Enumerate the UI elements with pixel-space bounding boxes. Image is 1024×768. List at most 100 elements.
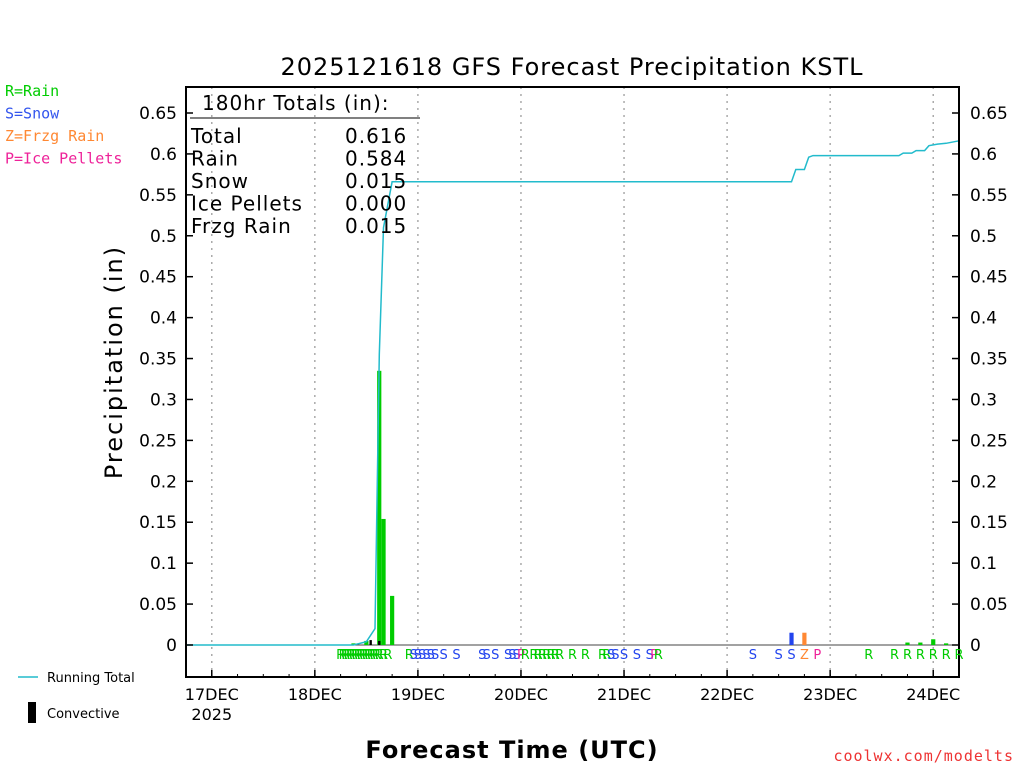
y-tick-label-right: 0.35 bbox=[970, 350, 1008, 370]
precip-type-letter: R bbox=[555, 648, 564, 663]
x-tick-label: 17DEC bbox=[185, 685, 239, 704]
precip-bar-rain bbox=[377, 370, 382, 645]
precip-type-letter: S bbox=[427, 648, 435, 663]
precip-bar-rain bbox=[381, 518, 386, 645]
y-tick-label-left: 0.25 bbox=[139, 431, 177, 451]
y-tick-label-right: 0.6 bbox=[970, 145, 997, 165]
y-tick-label-right: 0 bbox=[970, 636, 981, 656]
x-tick-label: 23DEC bbox=[803, 685, 857, 704]
running-total-line bbox=[186, 140, 960, 646]
precip-type-letter: R bbox=[529, 648, 538, 663]
x-tick-label: 22DEC bbox=[700, 685, 754, 704]
precip-type-letter: R bbox=[359, 648, 368, 663]
precip-type-letter: R bbox=[370, 648, 379, 663]
totals-row-value: 0.015 bbox=[345, 169, 407, 193]
precip-bar-frzg bbox=[802, 632, 807, 645]
precip-type-letter: S bbox=[409, 648, 417, 663]
y-tick-label-right: 0.65 bbox=[970, 104, 1008, 124]
precip-type-letter: R bbox=[534, 648, 543, 663]
precip-type-letter: S bbox=[607, 648, 615, 663]
x-tick-label: 24DEC bbox=[906, 685, 960, 704]
precip-type-letter: R bbox=[654, 648, 663, 663]
precip-type-letter: S bbox=[513, 648, 521, 663]
totals-row-value: 0.015 bbox=[345, 214, 407, 238]
y-tick-label-left: 0.15 bbox=[139, 513, 177, 533]
y-tick-label-left: 0.65 bbox=[139, 104, 177, 124]
precip-type-letter: S bbox=[478, 648, 486, 663]
legend-entry: Z=Frzg Rain bbox=[5, 127, 104, 145]
precip-bar-snow bbox=[789, 632, 794, 645]
precip-bar-rain bbox=[905, 642, 910, 645]
precip-bars bbox=[351, 370, 949, 645]
totals-row-label: Total bbox=[190, 124, 243, 148]
precip-bar-rain bbox=[364, 640, 369, 645]
precip-type-letter: S bbox=[775, 648, 783, 663]
precip-type-letter: R bbox=[383, 648, 392, 663]
totals-row-value: 0.584 bbox=[345, 147, 407, 171]
convective-bar bbox=[378, 640, 381, 645]
precip-type-letter: R bbox=[551, 648, 560, 663]
y-tick-label-right: 0.5 bbox=[970, 227, 997, 247]
precip-type-letter: R bbox=[538, 648, 547, 663]
y-tick-label-left: 0.1 bbox=[150, 554, 177, 574]
precip-type-letter: S bbox=[508, 648, 516, 663]
precip-type-letter: R bbox=[602, 648, 611, 663]
precip-type-letter: R bbox=[864, 648, 873, 663]
precip-type-letter: R bbox=[354, 648, 363, 663]
plot-frame bbox=[185, 86, 960, 678]
running-total-series bbox=[186, 140, 960, 646]
precip-bar-rain bbox=[931, 639, 936, 645]
y-tick-label-left: 0 bbox=[166, 636, 177, 656]
precip-type-letter: R bbox=[349, 648, 358, 663]
y-tick-label-left: 0.4 bbox=[150, 309, 177, 329]
precip-type-letter: R bbox=[568, 648, 577, 663]
precip-type-letter: R bbox=[336, 648, 345, 663]
precip-type-letter: S bbox=[611, 648, 619, 663]
precip-type-letter: R bbox=[598, 648, 607, 663]
precip-type-letter: S bbox=[504, 648, 512, 663]
x-tick-label: 19DEC bbox=[391, 685, 445, 704]
legend-entry: S=Snow bbox=[5, 105, 60, 123]
x-tick-sublabel: 2025 bbox=[191, 705, 232, 724]
precip-type-letter: S bbox=[491, 648, 499, 663]
y-axis-ticks: 0 0 0.05 0.05 0.1 0.1 0.15 0.15 0.2 0.2 0.25 0.25 0.… bbox=[139, 104, 1008, 656]
totals-row-label: Frzg Rain bbox=[191, 214, 292, 238]
y-tick-label-left: 0.05 bbox=[139, 595, 177, 615]
y-tick-label-right: 0.45 bbox=[970, 268, 1008, 288]
totals-row-label: Rain bbox=[191, 147, 239, 171]
precip-type-letter: R bbox=[954, 648, 963, 663]
precip-bar-rain bbox=[351, 643, 356, 645]
totals-header: 180hr Totals (in): bbox=[202, 91, 390, 115]
precip-bar-rain bbox=[944, 643, 949, 645]
precip-type-letter: R bbox=[379, 648, 388, 663]
source-watermark: coolwx.com/modelts bbox=[833, 747, 1014, 765]
precip-type-letter: R bbox=[916, 648, 925, 663]
y-tick-label-left: 0.45 bbox=[139, 268, 177, 288]
precip-type-letter: S bbox=[620, 648, 628, 663]
precip-type-letter: R bbox=[364, 648, 373, 663]
precip-type-letter: Z bbox=[800, 648, 809, 663]
precip-type-letter: R bbox=[372, 648, 381, 663]
totals-row-label: Ice Pellets bbox=[191, 192, 303, 216]
y-tick-label-left: 0.2 bbox=[150, 472, 177, 492]
series-legend: Running Total Convective bbox=[18, 671, 135, 723]
precip-type-letter: R bbox=[521, 648, 530, 663]
legend-entry: R=Rain bbox=[5, 82, 59, 100]
precip-type-letter: R bbox=[341, 648, 350, 663]
legend-convective-label: Convective bbox=[47, 707, 120, 722]
totals-row-value: 0.616 bbox=[345, 124, 407, 148]
precip-type-legend: R=Rain S=Snow Z=Frzg Rain P=Ice Pellets bbox=[5, 82, 122, 168]
precip-type-letter: R bbox=[352, 648, 361, 663]
precip-bar-rain bbox=[390, 595, 395, 645]
precip-type-letter: R bbox=[929, 648, 938, 663]
y-tick-label-right: 0.25 bbox=[970, 431, 1008, 451]
precip-type-letter: P bbox=[650, 648, 658, 663]
precip-type-letter: R bbox=[367, 648, 376, 663]
x-axis-label: Forecast Time (UTC) bbox=[365, 736, 658, 764]
precip-type-letter: S bbox=[418, 648, 426, 663]
precip-type-letter: R bbox=[339, 648, 348, 663]
x-tick-label: 21DEC bbox=[597, 685, 651, 704]
precip-type-letter: S bbox=[414, 648, 422, 663]
precip-type-letter: S bbox=[452, 648, 460, 663]
